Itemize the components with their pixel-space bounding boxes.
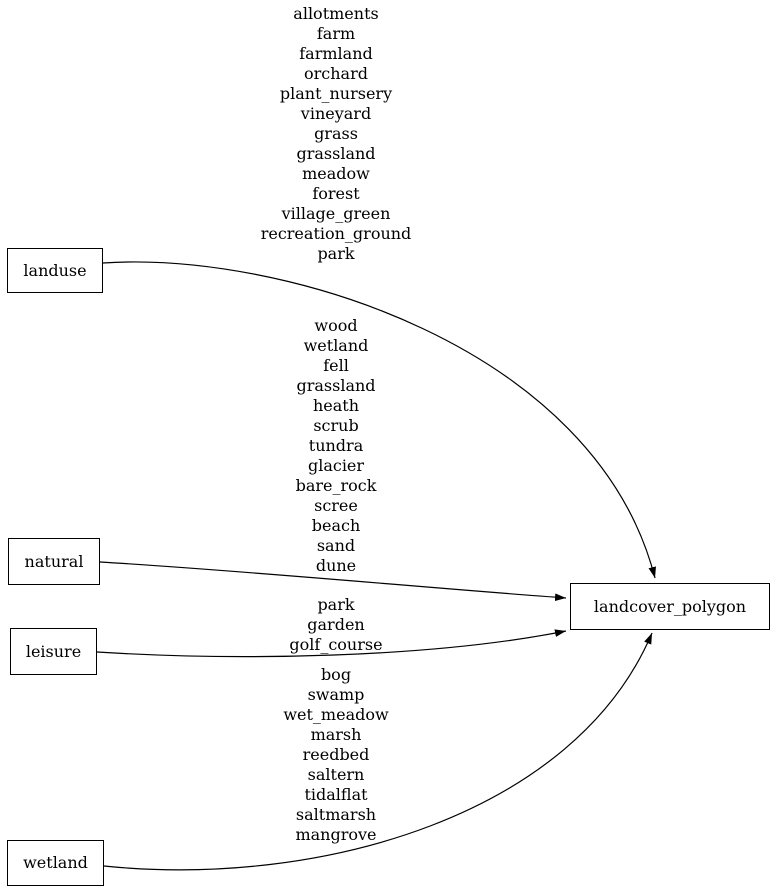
- edge-label-wetland-values: bog swamp wet_meadow marsh reedbed salte…: [283, 665, 389, 844]
- node-wetland-label: wetland: [23, 853, 88, 872]
- node-landcover-polygon: landcover_polygon: [570, 583, 770, 630]
- edge-label-leisure-values: park garden golf_course: [289, 595, 383, 654]
- node-leisure-label: leisure: [25, 641, 82, 661]
- edge-wetland-to-landcover: [103, 632, 653, 871]
- edge-landuse-to-landcover: [102, 261, 656, 579]
- edge-natural-to-landcover: [99, 561, 567, 602]
- edge-label-natural-values: wood wetland fell grassland heath scrub …: [295, 316, 377, 575]
- node-natural: natural: [8, 538, 100, 585]
- node-wetland: wetland: [7, 840, 104, 886]
- node-landuse: landuse: [7, 248, 103, 293]
- node-landuse-label: landuse: [23, 260, 87, 280]
- node-landcover-polygon-label: landcover_polygon: [593, 596, 747, 616]
- node-natural-label: natural: [24, 551, 84, 571]
- node-leisure: leisure: [10, 628, 97, 675]
- edge-leisure-to-landcover: [96, 629, 567, 658]
- edge-label-landuse-values: allotments farm farmland orchard plant_n…: [260, 4, 412, 263]
